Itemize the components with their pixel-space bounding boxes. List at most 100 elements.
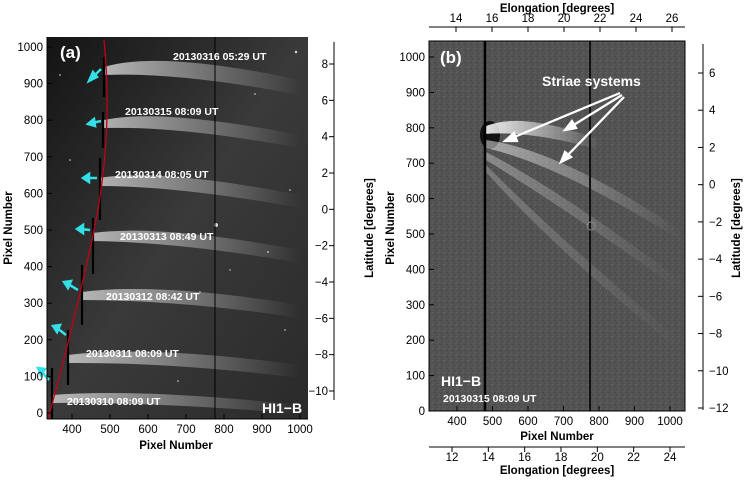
cyan-arrows	[35, 68, 102, 381]
panel-b-top-tick-label: 20	[558, 13, 571, 25]
panel-a-date-5: 20130312 08:42 UT	[106, 291, 200, 303]
panel-b-y-tick-label: 600	[406, 194, 425, 206]
panel-a-y-tick-label: 300	[24, 298, 43, 310]
panel-b-top-tick-label: 26	[666, 13, 679, 25]
panel-b-top-tick-label: 16	[486, 13, 499, 25]
panel-b-lat-tick-label: −4	[709, 254, 723, 266]
panel-b-lat-tick-label: 4	[709, 105, 716, 117]
panel-a-date-2: 20130315 08:09 UT	[125, 106, 219, 118]
panel-b-instrument: HI1−B	[441, 373, 481, 389]
panel-a-date-6: 20130311 08:09 UT	[86, 348, 179, 360]
panel-b-top-tick-label: 22	[594, 13, 607, 25]
panel-a-x-axis: 400 500 600 700 800 900 1000 Pixel Number	[47, 414, 313, 452]
panel-b-bottom-axis: 12 14 16 18 20 22 24 Elongation [degrees]	[429, 446, 685, 477]
panel-b-lat-title: Latitude [degrees]	[731, 178, 743, 278]
panel-a-y-tick-label: 200	[24, 335, 43, 347]
panel-a-lat-title: Latitude [degrees]	[364, 178, 376, 278]
panel-b-top-tick-label: 24	[630, 13, 643, 25]
panel-b-lat-tick-label: 2	[709, 142, 715, 154]
panel-a-x-tick-label: 600	[138, 424, 157, 436]
panel-b-bottom-tick-label: 24	[664, 452, 677, 464]
panel-a-markers	[50, 57, 106, 419]
panel-a-date-4: 20130313 08:49 UT	[120, 231, 214, 243]
panel-a: (a) 20130316 05:29 UT 20130315 08:09 UT …	[3, 37, 376, 452]
panel-a-y-tick-label: 900	[24, 79, 43, 91]
panel-a-lat-tick-label: 2	[322, 168, 328, 180]
panel-b-lat-tick-label: −8	[709, 329, 722, 341]
panel-a-date-7: 20130310 08:09 UT	[67, 396, 161, 408]
panel-b-lat-tick-label: −6	[709, 291, 722, 303]
panel-a-lat-tick-label: 4	[322, 132, 329, 144]
panel-b-x-tick-label: 600	[518, 416, 537, 428]
panel-b-x-tick-label: 700	[554, 416, 573, 428]
panel-b-x-tick-label: 1000	[657, 416, 683, 428]
panel-b-y-tick-label: 500	[406, 229, 425, 241]
panel-a-y-tick-label: 400	[24, 262, 43, 274]
panel-b-x-tick-label: 500	[483, 416, 502, 428]
panel-a-date-3: 20130314 08:05 UT	[115, 169, 209, 181]
panel-b-x-axis: 400 500 600 700 800 900 1000 Pixel Number	[447, 406, 683, 443]
panel-a-lat-tick-label: −6	[315, 313, 328, 325]
panel-a-lat-axis: 8 6 4 2 0 −2 −4 −6 −8 −10 Latitude [degrees]	[308, 42, 376, 400]
panel-b-lat-tick-label: −10	[709, 366, 729, 378]
panel-b-bottom-tick-label: 18	[555, 452, 568, 464]
panel-b-x-tick-label: 400	[447, 416, 466, 428]
panel-a-x-tick-label: 800	[214, 424, 233, 436]
panel-b-y-title: Pixel Number	[385, 191, 397, 265]
striae-arrows	[501, 91, 625, 165]
panel-b-x-tick-label: 800	[589, 416, 608, 428]
panel-a-lat-tick-label: 6	[322, 95, 328, 107]
panel-a-y-tick-label: 800	[24, 115, 43, 127]
panel-b-label: (b)	[440, 48, 462, 67]
panel-a-lat-tick-label: −4	[315, 277, 329, 289]
panel-a-y-title: Pixel Number	[3, 191, 15, 265]
panel-a-lat-tick-label: −8	[315, 350, 328, 362]
track-line	[47, 39, 108, 420]
panel-a-lat-tick-label: −10	[308, 386, 328, 398]
panel-b-image	[429, 41, 685, 411]
panel-b-top-tick-label: 14	[450, 13, 463, 25]
panel-b-y-tick-label: 400	[406, 264, 425, 276]
panel-b-bottom-tick-label: 22	[627, 452, 640, 464]
panel-b-x-tick-label: 900	[625, 416, 644, 428]
panel-b-y-tick-label: 1000	[399, 52, 425, 64]
striae-label: Striae systems	[542, 73, 641, 89]
panel-b-top-title: Elongation [degrees]	[500, 3, 615, 15]
panel-a-x-tick-label: 500	[100, 424, 119, 436]
panel-a-x-title: Pixel Number	[139, 440, 213, 452]
panel-b-y-tick-label: 0	[419, 406, 425, 418]
panel-b-y-tick-label: 300	[406, 300, 425, 312]
panel-b-x-title: Pixel Number	[520, 431, 594, 443]
panel-a-y-tick-label: 600	[24, 188, 43, 200]
panel-b-date: 20130315 08:09 UT	[443, 393, 537, 405]
panel-a-x-tick-label: 700	[176, 424, 195, 436]
panel-b-front	[480, 120, 680, 350]
panel-a-y-tick-label: 1000	[17, 42, 43, 54]
panel-b-lat-tick-label: 0	[709, 180, 715, 192]
panel-a-x-tick-label: 900	[252, 424, 271, 436]
panel-b-y-tick-label: 800	[406, 123, 425, 135]
panel-a-lat-tick-label: −2	[315, 241, 328, 253]
panel-a-y-tick-label: 700	[24, 152, 43, 164]
panel-b-bottom-title: Elongation [degrees]	[500, 465, 615, 477]
panel-b-lat-tick-label: 6	[709, 68, 715, 80]
panel-a-x-tick-label: 1000	[287, 424, 313, 436]
panel-b-bottom-tick-label: 14	[482, 452, 495, 464]
panel-b-top-axis: 14 16 18 20 22 24 26 Elongation [degrees]	[429, 3, 685, 32]
panel-b-bottom-tick-label: 12	[446, 452, 459, 464]
panel-b-lat-tick-label: −2	[709, 217, 722, 229]
panel-a-streaks	[52, 60, 300, 414]
panel-a-instrument: HI1−B	[262, 400, 302, 416]
panel-b-lat-tick-label: −12	[709, 403, 729, 415]
panel-b-bottom-tick-label: 20	[591, 452, 604, 464]
panel-b-y-tick-label: 100	[406, 371, 425, 383]
panel-a-y-tick-label: 500	[24, 225, 43, 237]
panel-a-lat-tick-label: 8	[322, 59, 328, 71]
panel-a-lat-tick-label: 0	[322, 204, 328, 216]
panel-b-lat-axis: 6 4 2 0 −2 −4 −6 −8 −10 −12 Latitude [degrees]	[698, 44, 743, 415]
panel-b-y-tick-label: 900	[406, 87, 425, 99]
panel-a-label: (a)	[60, 43, 81, 62]
